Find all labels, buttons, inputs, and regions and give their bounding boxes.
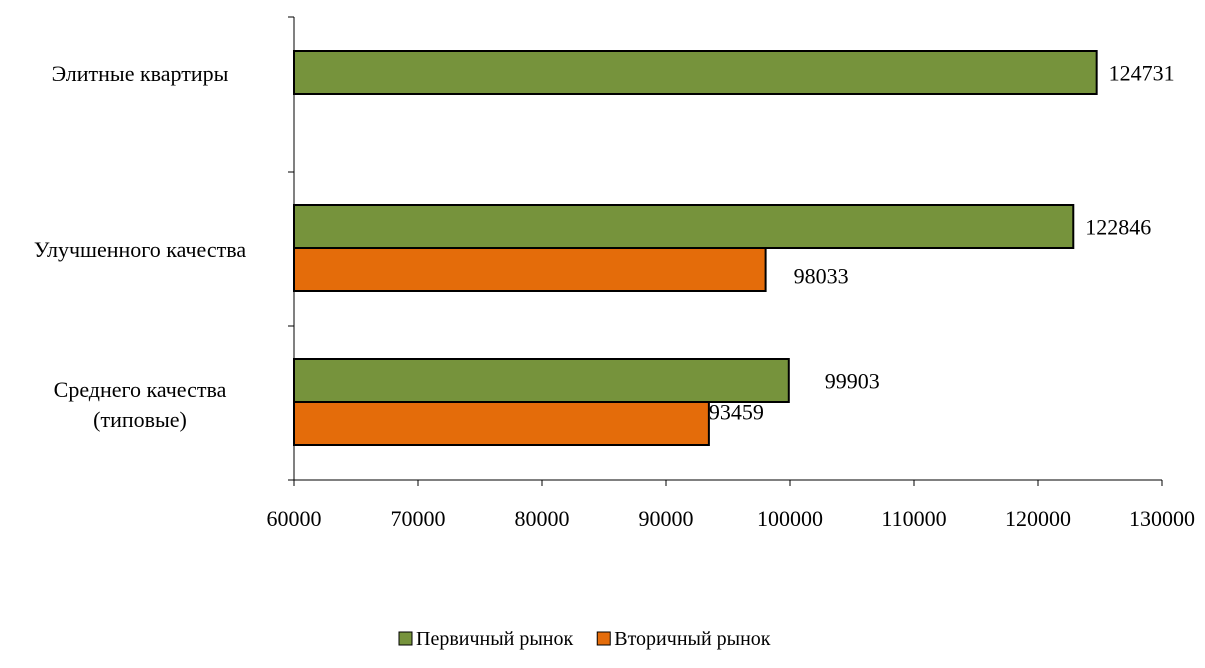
data-label: 122846 [1085,215,1151,240]
x-tick-label: 130000 [1129,506,1195,531]
legend-label: Первичный рынок [416,628,574,650]
category-label-line: Элитные квартиры [52,61,229,86]
plot-area: 60000 70000 80000 90000 100000 110000 120000 13… [34,16,1195,531]
x-tick-label: 100000 [757,506,823,531]
bar [293,204,1075,249]
data-label: 124731 [1109,61,1175,86]
bar [293,358,790,403]
x-tick-label: 70000 [391,506,446,531]
bar [293,50,1098,95]
x-tick-label: 90000 [639,506,694,531]
legend-label: Вторичный рынок [614,628,771,650]
category-label-line: (типовые) [93,407,187,432]
category-label-line: Среднего качества [54,377,227,402]
legend-swatch [398,631,413,646]
data-label: 93459 [709,400,764,425]
bar [293,247,767,292]
data-label: 98033 [794,264,849,289]
legend-swatch [596,631,611,646]
x-tick-label: 80000 [515,506,570,531]
category-label: Улучшенного качества [34,237,246,262]
bar [293,401,710,446]
category-label: Элитные квартиры [52,61,229,86]
category-label-line: Улучшенного качества [34,237,246,262]
x-tick-label: 110000 [881,506,946,531]
x-tick-label: 120000 [1005,506,1071,531]
category-label: Среднего качества (типовые) [54,377,227,432]
legend: Первичный рынок Вторичный рынок [398,628,771,650]
data-label: 99903 [825,369,880,394]
x-tick-label: 60000 [267,506,322,531]
